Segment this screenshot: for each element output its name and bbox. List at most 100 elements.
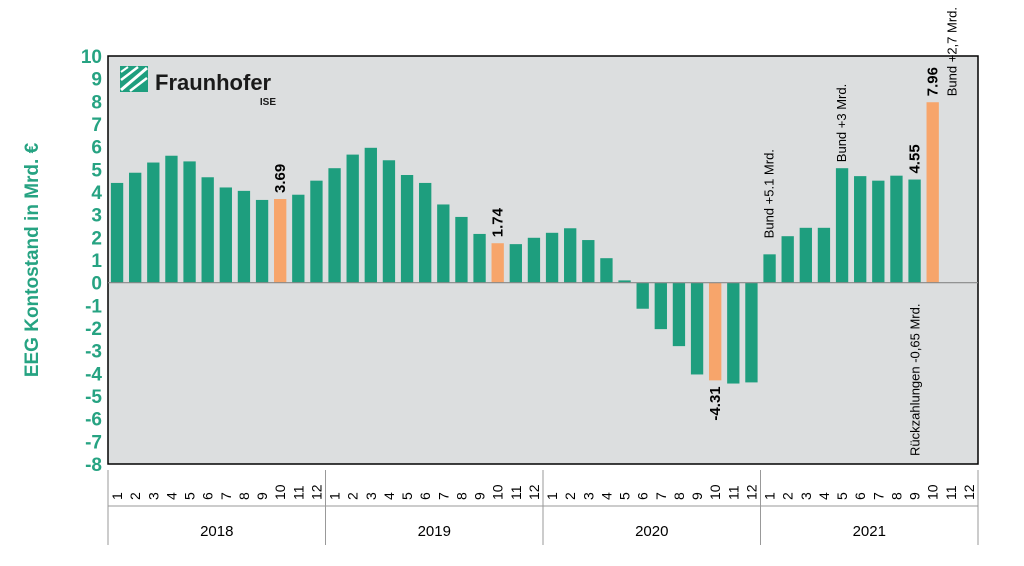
year-label: 2021 (853, 523, 886, 540)
bar (545, 232, 559, 283)
annotation: Bund +2,7 Mrd. (945, 7, 960, 96)
bar (455, 216, 468, 283)
x-tick-label: 11 (508, 485, 524, 500)
bar (654, 282, 667, 330)
bar (292, 194, 305, 283)
y-tick-label: 3 (91, 206, 102, 227)
year-label: 2020 (635, 523, 668, 540)
y-tick-label: 0 (91, 274, 102, 295)
x-tick-label: 10 (272, 484, 288, 500)
y-tick-label: 1 (91, 251, 102, 272)
y-tick-label: -8 (85, 455, 102, 476)
x-tick-label: 6 (417, 492, 433, 500)
bar (817, 227, 831, 283)
y-tick-label: 5 (91, 160, 102, 181)
x-tick-label: 8 (671, 492, 687, 500)
data-label: 1.74 (490, 207, 507, 237)
x-tick-label: 7 (653, 492, 669, 500)
x-tick-label: 12 (526, 484, 542, 500)
y-tick-label: 2 (91, 228, 102, 249)
y-tick-label: -6 (85, 410, 102, 431)
x-tick-label: 10 (490, 484, 506, 500)
logo-sub: ISE (260, 97, 276, 108)
year-label: 2018 (200, 523, 233, 540)
fraunhofer-logo: Fraunhofer ISE (120, 66, 276, 108)
bar (328, 168, 341, 283)
x-tick-label: 2 (345, 492, 361, 500)
annotation: Bund +5.1 Mrd. (762, 149, 777, 238)
x-tick-label: 4 (163, 492, 179, 500)
bar (763, 254, 776, 283)
bar (582, 240, 595, 283)
x-tick-label: 9 (472, 492, 488, 500)
x-tick-label: 2 (562, 492, 578, 500)
bar (473, 233, 486, 283)
bar (690, 282, 704, 375)
x-tick-label: 11 (943, 485, 959, 500)
x-tick-label: 8 (888, 492, 904, 500)
x-tick-label: 3 (145, 492, 161, 500)
y-tick-label: 10 (81, 47, 102, 68)
y-tick-label: -2 (85, 319, 102, 340)
y-tick-label: 9 (91, 70, 102, 91)
x-tick-label: 5 (399, 492, 415, 500)
bar (618, 280, 631, 283)
bar (274, 199, 287, 283)
y-tick-label: 8 (91, 92, 102, 113)
bar (364, 147, 377, 283)
x-tick-label: 6 (852, 492, 868, 500)
bar (636, 282, 649, 309)
data-label: 3.69 (272, 164, 289, 193)
bar (781, 236, 794, 283)
x-tick-label: 1 (544, 492, 560, 500)
bar (600, 258, 613, 283)
logo-name: Fraunhofer (155, 70, 272, 95)
annotation: Rückzahlungen -0,65 Mrd. (908, 304, 923, 456)
x-tick-label: 12 (743, 484, 759, 500)
bar (129, 172, 142, 283)
bar (201, 177, 214, 283)
x-tick-label: 5 (617, 492, 633, 500)
x-tick-label: 10 (925, 484, 941, 500)
x-tick-label: 5 (834, 492, 850, 500)
x-tick-label: 9 (689, 492, 705, 500)
x-tick-label: 6 (635, 492, 651, 500)
bar (872, 180, 885, 283)
x-tick-label: 4 (816, 492, 832, 500)
bar (672, 282, 686, 347)
bar (219, 187, 232, 283)
bar (437, 204, 450, 283)
bar (110, 182, 124, 283)
x-tick-label: 11 (725, 485, 741, 500)
bar (382, 160, 396, 283)
fraunhofer-logo-icon (120, 66, 148, 92)
x-tick-label: 2 (780, 492, 796, 500)
x-tick-label: 4 (598, 492, 614, 500)
data-label: -4.31 (707, 386, 724, 420)
x-tick-label: 1 (109, 492, 125, 500)
y-tick-label: -3 (85, 342, 102, 363)
y-axis-label: EEG Kontostand in Mrd. € (22, 142, 43, 377)
bar (183, 161, 196, 283)
bar (890, 175, 903, 283)
bar (926, 102, 939, 283)
x-tick-label: 1 (762, 492, 778, 500)
x-tick-label: 8 (236, 492, 252, 500)
x-tick-label: 10 (707, 484, 723, 500)
x-tick-label: 7 (870, 492, 886, 500)
y-tick-label: -1 (85, 296, 102, 317)
bar (346, 154, 359, 283)
y-tick-label: -5 (85, 387, 102, 408)
x-tick-label: 3 (363, 492, 379, 500)
annotation: Bund +3 Mrd. (834, 84, 849, 162)
bar (527, 237, 541, 283)
data-label: 4.55 (907, 144, 924, 173)
x-tick-label: 1 (327, 492, 343, 500)
x-tick-label: 11 (290, 485, 306, 500)
x-tick-label: 3 (798, 492, 814, 500)
y-tick-label: 7 (91, 115, 102, 136)
bar (165, 155, 178, 283)
x-tick-label: 8 (453, 492, 469, 500)
x-tick-label: 12 (308, 484, 324, 500)
